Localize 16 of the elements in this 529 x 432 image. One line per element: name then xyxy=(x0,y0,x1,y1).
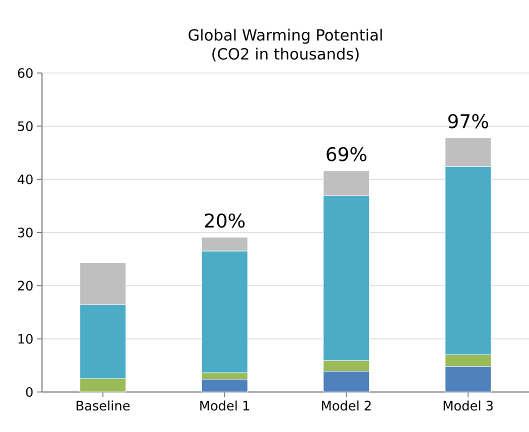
y-tick-label: 60 xyxy=(18,68,33,78)
x-tick-label: Model 1 xyxy=(200,400,250,411)
y-tick-label: 10 xyxy=(18,334,33,344)
chart-title: Global Warming Potential xyxy=(188,28,382,44)
annotation: 69% xyxy=(326,146,366,162)
x-tick-label: Model 3 xyxy=(444,400,493,411)
y-tick-label: 50 xyxy=(18,121,33,132)
y-tick-label: 40 xyxy=(18,174,33,184)
annotation: 97% xyxy=(448,114,488,128)
chart-subtitle: (CO2 in thousands) xyxy=(212,48,359,62)
x-tick-label: Baseline xyxy=(76,400,130,411)
y-tick-label: 20 xyxy=(18,280,33,291)
annotation: 20% xyxy=(204,213,245,228)
y-tick-label: 0 xyxy=(26,387,33,397)
y-tick-label: 30 xyxy=(18,228,33,238)
x-tick-label: Model 2 xyxy=(322,400,371,411)
